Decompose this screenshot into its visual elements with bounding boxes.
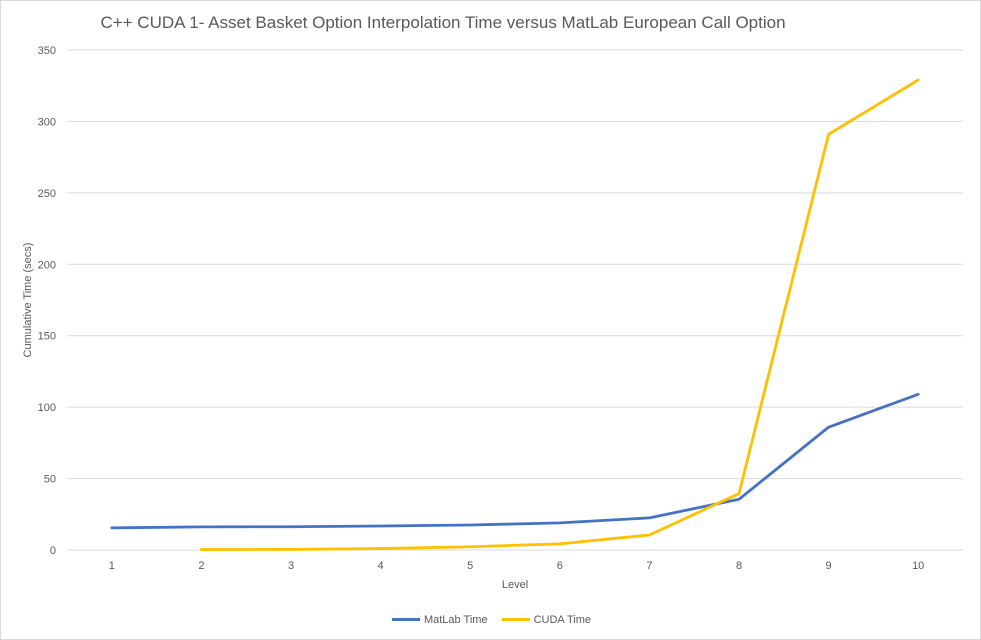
x-axis-ticks: 1 2 3 4 5 6 7 8 9 10 xyxy=(109,560,925,572)
y-axis-title: Cumulative Time (secs) xyxy=(22,243,34,358)
x-tick-label: 8 xyxy=(736,560,742,572)
legend-swatch xyxy=(501,618,530,621)
x-tick-label: 4 xyxy=(378,560,384,572)
chart-title: C++ CUDA 1- Asset Basket Option Interpol… xyxy=(100,13,786,32)
legend-item: CUDA Time xyxy=(501,613,592,626)
series-line-cuda-time xyxy=(199,78,920,551)
gridlines xyxy=(67,49,963,551)
series-line-matlab-time xyxy=(110,392,920,530)
x-tick-label: 7 xyxy=(646,560,652,572)
legend-label: MatLab Time xyxy=(423,613,488,626)
x-tick-label: 10 xyxy=(912,560,924,572)
x-tick-label: 2 xyxy=(198,560,204,572)
y-tick-label: 150 xyxy=(38,331,56,343)
y-tick-label: 200 xyxy=(38,259,56,271)
x-tick-label: 5 xyxy=(467,560,473,572)
x-tick-label: 1 xyxy=(109,560,115,572)
x-tick-label: 3 xyxy=(288,560,294,572)
y-axis-ticks: 0 50 100 150 200 250 300 350 xyxy=(38,45,56,557)
x-tick-label: 6 xyxy=(557,560,563,572)
legend-swatch xyxy=(391,618,420,621)
x-tick-label: 9 xyxy=(826,560,832,572)
y-tick-label: 100 xyxy=(38,402,56,414)
series-lines xyxy=(110,78,920,551)
legend-label: CUDA Time xyxy=(533,613,592,626)
y-tick-label: 50 xyxy=(44,474,56,486)
legend: MatLab Time CUDA Time xyxy=(1,612,980,626)
legend-item: MatLab Time xyxy=(391,613,488,626)
y-tick-label: 350 xyxy=(38,45,56,57)
y-tick-label: 0 xyxy=(50,545,56,557)
y-tick-label: 300 xyxy=(38,116,56,128)
x-axis-title: Level xyxy=(502,579,528,591)
y-tick-label: 250 xyxy=(38,188,56,200)
